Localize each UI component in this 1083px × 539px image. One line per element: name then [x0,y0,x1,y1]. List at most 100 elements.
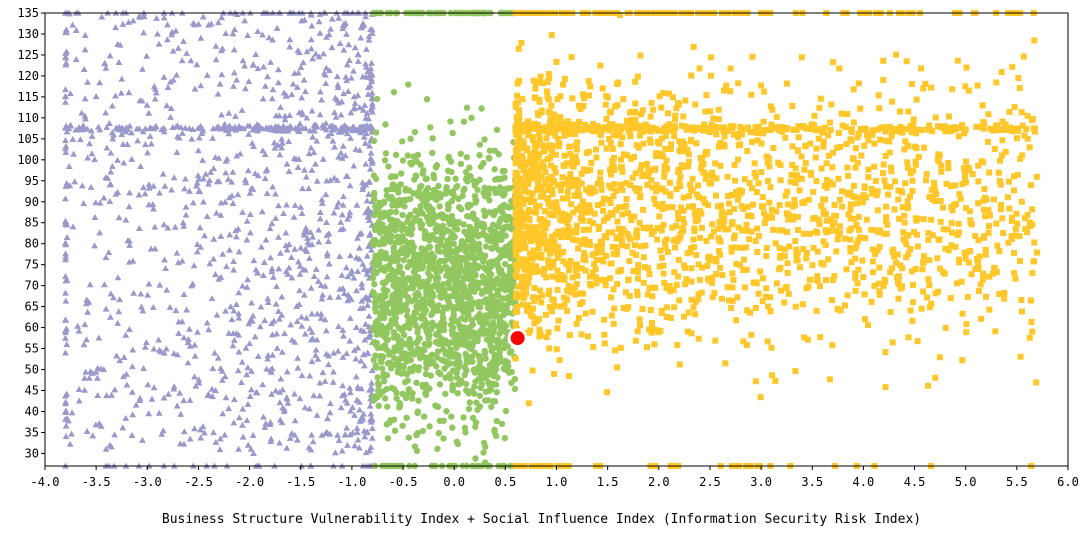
data-point [326,430,334,437]
data-point [424,251,432,259]
data-point [708,121,715,128]
data-point [928,216,935,223]
data-point [537,332,544,339]
data-point [338,154,346,161]
data-point [973,255,980,262]
data-point [567,228,574,235]
data-point [949,86,956,93]
data-point [483,367,491,375]
data-point [125,18,133,25]
data-point [107,168,115,175]
data-point [534,318,541,325]
data-point [707,72,714,79]
data-point [337,226,345,233]
data-point [327,25,335,32]
data-point [955,220,962,227]
data-point [202,170,210,177]
data-point [805,196,812,203]
data-point [371,339,378,346]
data-point [662,188,669,195]
data-point [695,291,702,298]
data-point [280,210,288,217]
data-point [269,86,277,93]
data-point [286,112,294,119]
data-point [450,332,457,340]
data-point [439,341,446,348]
data-point [427,372,434,379]
data-point [707,108,714,115]
data-point [323,231,331,238]
data-point [298,313,305,320]
data-point [104,174,112,181]
data-point [184,359,192,366]
data-point [638,124,645,131]
data-point [411,443,419,450]
data-point [440,304,448,311]
data-point [462,429,469,436]
data-point [883,214,890,221]
data-point [795,227,802,234]
data-point [556,140,563,147]
data-point [478,380,486,388]
data-point [758,169,765,176]
data-point [486,147,494,154]
data-point [221,373,229,380]
data-point [479,288,486,295]
data-point [502,213,509,220]
data-point [460,221,467,228]
data-point [460,187,467,194]
data-point [898,125,905,132]
data-point [295,300,303,307]
data-point [482,355,489,362]
data-point [666,204,673,211]
data-point [268,220,276,227]
data-point [658,135,665,142]
data-point [308,22,316,29]
data-point [547,116,554,123]
data-point [566,213,573,220]
data-point [217,435,224,442]
data-point [471,349,479,357]
data-point [308,358,316,365]
data-point [352,373,360,380]
data-point [673,222,680,229]
data-point [164,21,171,28]
data-point [559,195,566,202]
data-point [975,237,982,244]
data-point [120,159,128,166]
data-point [96,229,104,236]
data-point [667,145,674,152]
data-point [685,193,692,200]
data-point [399,232,406,240]
data-point [666,179,673,186]
data-point [260,259,268,266]
data-point [777,177,784,184]
data-point [359,260,367,267]
data-point [362,60,369,67]
data-point [822,241,829,248]
data-point [162,264,169,271]
data-point [565,283,572,290]
data-point [139,128,147,135]
data-point [335,99,342,106]
data-point [283,246,291,253]
data-point [437,370,444,378]
data-point [427,290,435,297]
data-point [405,213,412,221]
data-point [374,374,381,381]
data-point [895,187,902,194]
data-point [270,139,278,146]
data-point [450,240,457,247]
data-point [225,109,233,116]
data-point [566,373,573,380]
data-point [140,13,148,20]
data-point [364,301,372,308]
data-point [362,209,370,216]
data-point [486,304,493,311]
data-point [494,279,501,287]
data-point [236,150,244,157]
data-point [660,270,667,277]
data-point [388,365,395,372]
data-point [830,59,837,66]
data-point [62,297,70,304]
